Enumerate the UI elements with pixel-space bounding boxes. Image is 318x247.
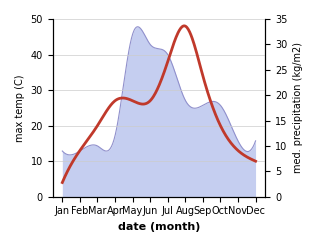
Y-axis label: med. precipitation (kg/m2): med. precipitation (kg/m2) bbox=[293, 42, 303, 173]
Y-axis label: max temp (C): max temp (C) bbox=[15, 74, 25, 142]
X-axis label: date (month): date (month) bbox=[118, 222, 200, 232]
